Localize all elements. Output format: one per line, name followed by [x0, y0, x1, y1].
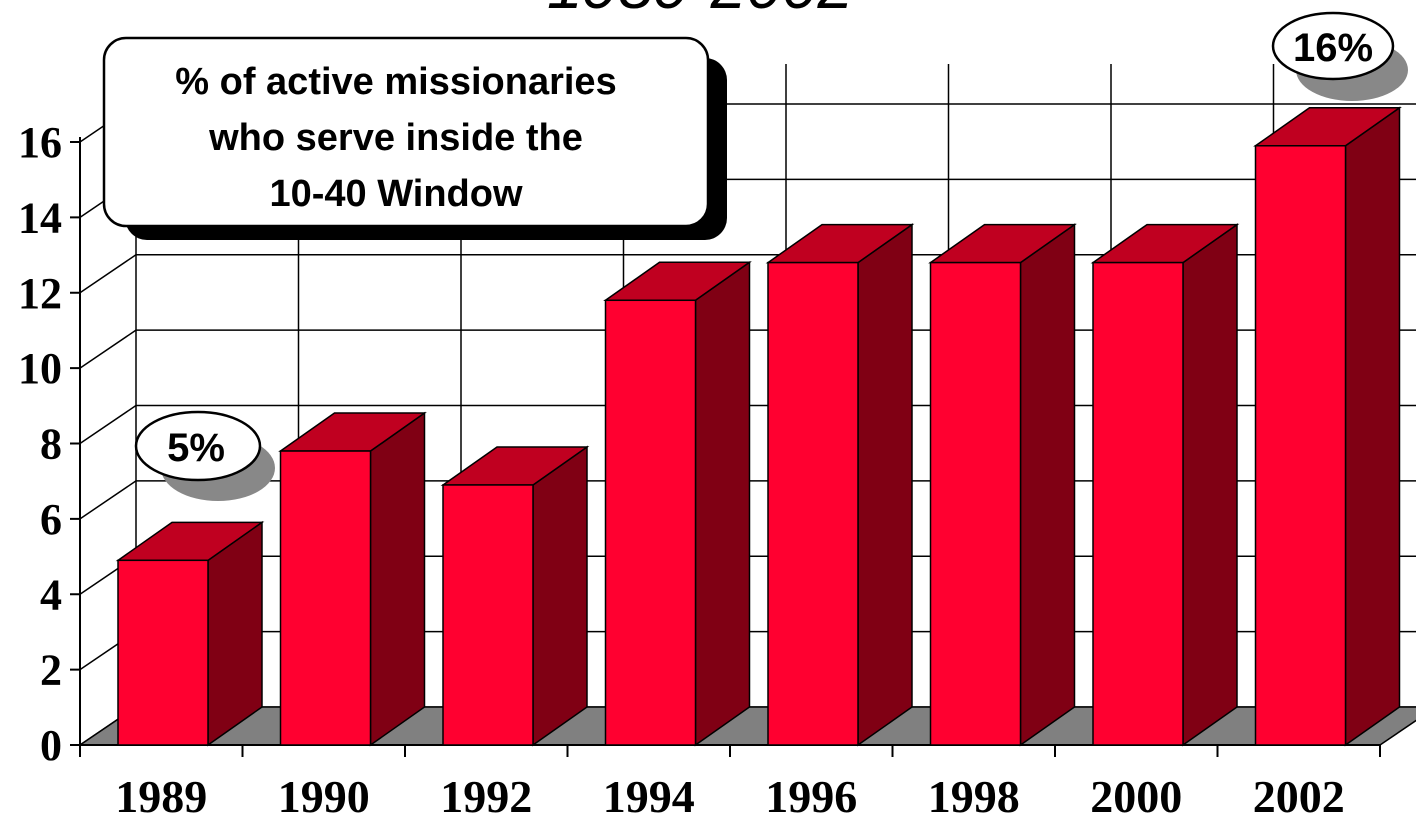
- x-tick-label: 2000: [1090, 771, 1182, 817]
- x-tick-label: 1996: [765, 771, 857, 817]
- gridline-y: [79, 404, 137, 445]
- y-tick-label: 6: [40, 495, 62, 544]
- callout-line-3: 10-40 Window: [269, 173, 522, 215]
- x-tick-label: 1992: [440, 771, 532, 817]
- bar-side: [1344, 106, 1401, 747]
- bars: [115, 106, 1402, 747]
- callout-box: % of active missionaries who serve insid…: [102, 36, 727, 240]
- bar-2002: [1253, 106, 1402, 747]
- bar-side: [1019, 223, 1076, 747]
- x-tick-label: 1994: [603, 771, 695, 817]
- annotation-16pct-label: 16%: [1293, 26, 1373, 70]
- bar-1990: [278, 411, 427, 747]
- bar-1994: [603, 260, 752, 747]
- y-tick-label: 4: [40, 570, 62, 619]
- bar-1996: [765, 223, 915, 747]
- bar-front: [442, 484, 534, 746]
- x-axis: 1989 1990 1992 1994 1996 1998 2000 2002: [79, 744, 1381, 817]
- bar-side: [694, 260, 751, 747]
- y-tick-label: 2: [40, 646, 62, 695]
- bar-front: [929, 261, 1022, 746]
- y-tick-label: 16: [18, 118, 62, 167]
- gridline-y: [79, 480, 137, 520]
- bar-side: [532, 445, 588, 747]
- bar-front: [279, 450, 372, 746]
- annotation-5pct-label: 5%: [167, 426, 225, 470]
- x-tick-label: 1989: [115, 771, 207, 817]
- bar-front: [767, 261, 859, 746]
- bar-front: [1254, 145, 1347, 746]
- bar-1989: [115, 520, 265, 747]
- gridline-y: [79, 254, 137, 294]
- y-tick-label: 14: [18, 193, 62, 242]
- x-tick-label: 2002: [1253, 771, 1345, 817]
- bar-2000: [1090, 223, 1240, 747]
- annotation-5pct: 5%: [134, 410, 275, 501]
- x-tick-label: 1998: [928, 771, 1020, 817]
- bar-front: [604, 299, 697, 746]
- y-axis: 0 2 4 6 8 10 12 14 16: [18, 118, 80, 770]
- bar-side: [1182, 223, 1238, 747]
- y-tick-label: 8: [40, 420, 62, 469]
- gridline-y: [79, 329, 137, 369]
- y-tick-label: 12: [18, 269, 62, 318]
- bar-side: [369, 411, 426, 747]
- y-tick-label: 0: [40, 721, 62, 770]
- bar-side: [857, 223, 913, 747]
- bar-1992: [440, 445, 590, 747]
- callout-line-2: who serve inside the: [208, 117, 583, 159]
- y-tick-label: 10: [18, 344, 62, 393]
- callout-line-1: % of active missionaries: [175, 61, 616, 103]
- bar-side: [207, 520, 263, 747]
- annotation-16pct: 16%: [1271, 11, 1408, 101]
- bar-1998: [928, 223, 1077, 747]
- chart-title: 1989-2002: [547, 0, 853, 22]
- x-tick-label: 1990: [278, 771, 370, 817]
- bar-front: [117, 559, 209, 746]
- bar-front: [1092, 261, 1184, 746]
